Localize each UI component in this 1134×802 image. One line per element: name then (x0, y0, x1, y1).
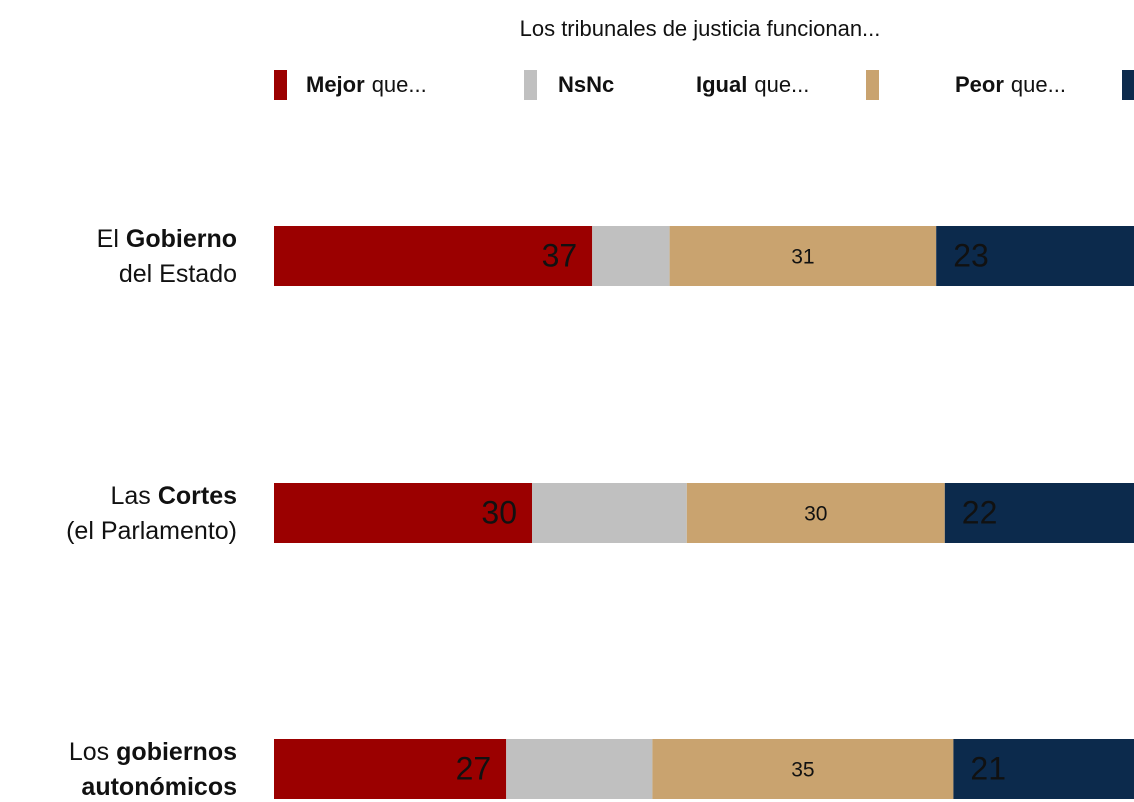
bar-segment (532, 483, 687, 543)
value-label: 30 (804, 503, 827, 526)
value-label: 31 (791, 246, 814, 269)
label-part: Mejor (306, 72, 365, 97)
category-label: (el Parlamento) (66, 517, 237, 545)
label-part: Cortes (158, 482, 237, 510)
value-label: 35 (791, 759, 814, 782)
label-part: autonómicos (81, 773, 237, 801)
value-label: 21 (970, 750, 1006, 786)
category-label: Las Cortes (111, 482, 238, 510)
bar-segment (592, 226, 670, 286)
label-part: NsNc (558, 72, 614, 97)
label-part: que... (372, 72, 427, 97)
value-label: 23 (953, 237, 989, 273)
label-part: que... (1011, 72, 1066, 97)
label-part: Igual (696, 72, 747, 97)
value-label: 30 (481, 494, 517, 530)
bar-segment (944, 483, 1134, 543)
bar-segment (669, 226, 937, 286)
label-part: Peor (955, 72, 1004, 97)
bar-segment (274, 739, 507, 799)
value-label: 27 (456, 750, 492, 786)
bar-segment (652, 739, 954, 799)
label-part: que... (754, 72, 809, 97)
label-part: Las (111, 482, 151, 510)
category-label: El Gobierno (97, 225, 237, 253)
label-part: del Estado (119, 260, 237, 288)
value-label: 37 (542, 237, 578, 273)
label-part: El (97, 225, 119, 253)
legend-swatch (274, 70, 287, 100)
label-part: (el Parlamento) (66, 517, 237, 545)
legend-label: Igual que... (696, 72, 809, 97)
legend-swatch (1122, 70, 1134, 100)
label-part: Los (69, 738, 109, 766)
legend-label: Peor que... (955, 72, 1066, 97)
label-part: Gobierno (126, 225, 237, 253)
category-label: Los gobiernos (69, 738, 237, 766)
bar-segment (936, 226, 1134, 286)
legend-label: Mejor que... (306, 72, 427, 97)
label-part: gobiernos (116, 738, 237, 766)
bar-segment (274, 226, 593, 286)
bar-segment (686, 483, 945, 543)
category-label: del Estado (119, 260, 237, 288)
legend-label: NsNc (558, 72, 614, 97)
value-label: 22 (962, 494, 998, 530)
legend-swatch (524, 70, 537, 100)
bar-segment (274, 483, 532, 543)
bar-segment (506, 739, 653, 799)
chart-title: Los tribunales de justicia funcionan... (520, 16, 881, 41)
legend-swatch (866, 70, 879, 100)
category-label: autonómicos (81, 773, 237, 801)
bar-segment (953, 739, 1134, 799)
